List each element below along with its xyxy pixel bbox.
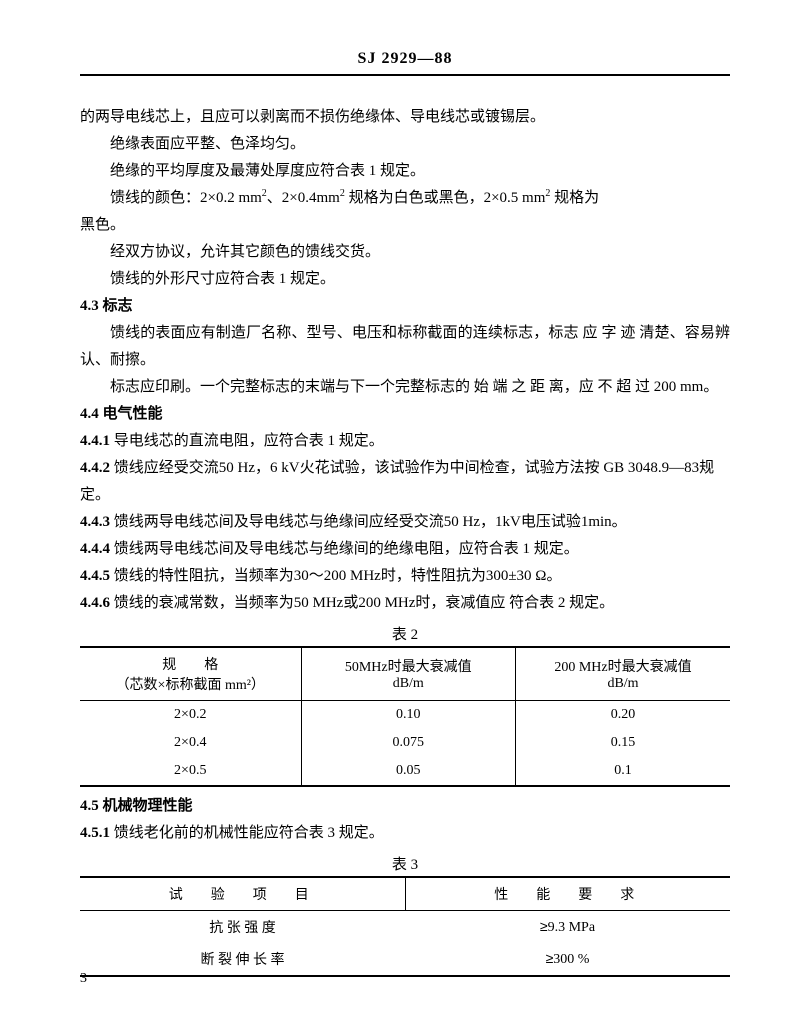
standard-code-header: SJ 2929—88 xyxy=(80,50,730,76)
paragraph: 馈线的表面应有制造厂名称、型号、电压和标称截面的连续标志，标志 应 字 迹 清楚… xyxy=(80,320,730,374)
table-row: 断 裂 伸 长 率 ≥300 % xyxy=(80,943,730,976)
clause-text: 馈线的特性阻抗，当频率为30～200 MHz时，特性阻抗为300±30 Ω。 xyxy=(110,568,561,584)
clause-text: 馈线两导电线芯间及导电线芯与绝缘间的绝缘电阻，应符合表 1 规定。 xyxy=(110,541,579,557)
table-row: 2×0.5 0.05 0.1 xyxy=(80,757,730,786)
clause-number: 4.4.3 xyxy=(80,514,110,530)
table-header-row: 规 格（芯数×标称截面 mm²） 50MHz时最大衰减值dB/m 200 MHz… xyxy=(80,647,730,701)
clause-text: 馈线老化前的机械性能应符合表 3 规定。 xyxy=(110,825,384,841)
clause-number: 4.4.6 xyxy=(80,595,110,611)
col-200mhz: 200 MHz时最大衰减值dB/m xyxy=(516,647,731,701)
clause-4-4-3: 4.4.3 馈线两导电线芯间及导电线芯与绝缘间应经受交流50 Hz，1kV电压试… xyxy=(80,509,730,536)
table-row: 2×0.4 0.075 0.15 xyxy=(80,729,730,757)
clause-4-5-1: 4.5.1 馈线老化前的机械性能应符合表 3 规定。 xyxy=(80,820,730,847)
paragraph: 标志应印刷。一个完整标志的末端与下一个完整标志的 始 端 之 距 离，应 不 超… xyxy=(80,374,730,401)
table-header-row: 试 验 项 目 性 能 要 求 xyxy=(80,877,730,911)
cell-200mhz: 0.20 xyxy=(516,701,731,730)
text-run: 、2×0.4mm xyxy=(267,190,340,206)
col-spec: 规 格（芯数×标称截面 mm²） xyxy=(80,647,301,701)
clause-4-4-4: 4.4.4 馈线两导电线芯间及导电线芯与绝缘间的绝缘电阻，应符合表 1 规定。 xyxy=(80,536,730,563)
clause-4-4-1: 4.4.1 导电线芯的直流电阻，应符合表 1 规定。 xyxy=(80,428,730,455)
col-req: 性 能 要 求 xyxy=(405,877,730,911)
section-heading-4-3: 4.3 标志 xyxy=(80,293,730,320)
paragraph: 黑色。 xyxy=(80,212,730,239)
cell-spec: 2×0.2 xyxy=(80,701,301,730)
table-2-caption: 表 2 xyxy=(80,623,730,644)
clause-number: 4.5.1 xyxy=(80,825,110,841)
table-2: 规 格（芯数×标称截面 mm²） 50MHz时最大衰减值dB/m 200 MHz… xyxy=(80,646,730,787)
cell-50mhz: 0.05 xyxy=(301,757,516,786)
paragraph: 绝缘的平均厚度及最薄处厚度应符合表 1 规定。 xyxy=(80,158,730,185)
clause-number: 4.4.5 xyxy=(80,568,110,584)
cell-item: 抗 张 强 度 xyxy=(80,911,405,944)
paragraph: 馈线的颜色：2×0.2 mm2、2×0.4mm2 规格为白色或黑色，2×0.5 … xyxy=(80,185,730,212)
cell-req: ≥9.3 MPa xyxy=(405,911,730,944)
cell-spec: 2×0.5 xyxy=(80,757,301,786)
clause-text: 馈线的衰减常数，当频率为50 MHz或200 MHz时，衰减值应 符合表 2 规… xyxy=(110,595,614,611)
cell-spec: 2×0.4 xyxy=(80,729,301,757)
paragraph: 经双方协议，允许其它颜色的馈线交货。 xyxy=(80,239,730,266)
text-run: 规格为 xyxy=(550,190,599,206)
page-number: 3 xyxy=(80,971,87,987)
table-3-caption: 表 3 xyxy=(80,853,730,874)
clause-text: 导电线芯的直流电阻，应符合表 1 规定。 xyxy=(110,433,384,449)
clause-number: 4.4.4 xyxy=(80,541,110,557)
cell-item: 断 裂 伸 长 率 xyxy=(80,943,405,976)
clause-4-4-2: 4.4.2 馈线应经受交流50 Hz，6 kV火花试验，该试验作为中间检查，试验… xyxy=(80,455,730,509)
paragraph: 的两导电线芯上，且应可以剥离而不损伤绝缘体、导电线芯或镀锡层。 xyxy=(80,104,730,131)
clause-number: 4.4.2 xyxy=(80,460,110,476)
text-run: 馈线的颜色：2×0.2 mm xyxy=(110,190,262,206)
cell-200mhz: 0.1 xyxy=(516,757,731,786)
document-page: SJ 2929—88 的两导电线芯上，且应可以剥离而不损伤绝缘体、导电线芯或镀锡… xyxy=(0,0,800,1017)
table-row: 2×0.2 0.10 0.20 xyxy=(80,701,730,730)
paragraph: 馈线的外形尺寸应符合表 1 规定。 xyxy=(80,266,730,293)
clause-text: 馈线应经受交流50 Hz，6 kV火花试验，该试验作为中间检查，试验方法按 GB… xyxy=(80,460,714,503)
col-50mhz: 50MHz时最大衰减值dB/m xyxy=(301,647,516,701)
clause-4-4-5: 4.4.5 馈线的特性阻抗，当频率为30～200 MHz时，特性阻抗为300±3… xyxy=(80,563,730,590)
table-row: 抗 张 强 度 ≥9.3 MPa xyxy=(80,911,730,944)
cell-50mhz: 0.10 xyxy=(301,701,516,730)
text-run: 规格为白色或黑色，2×0.5 mm xyxy=(345,190,546,206)
cell-50mhz: 0.075 xyxy=(301,729,516,757)
table-3: 试 验 项 目 性 能 要 求 抗 张 强 度 ≥9.3 MPa 断 裂 伸 长… xyxy=(80,876,730,977)
section-heading-4-5: 4.5 机械物理性能 xyxy=(80,793,730,820)
clause-text: 馈线两导电线芯间及导电线芯与绝缘间应经受交流50 Hz，1kV电压试验1min。 xyxy=(110,514,627,530)
section-heading-4-4: 4.4 电气性能 xyxy=(80,401,730,428)
cell-req: ≥300 % xyxy=(405,943,730,976)
clause-number: 4.4.1 xyxy=(80,433,110,449)
paragraph: 绝缘表面应平整、色泽均匀。 xyxy=(80,131,730,158)
cell-200mhz: 0.15 xyxy=(516,729,731,757)
ge-icon: ≥ xyxy=(540,918,548,934)
col-item: 试 验 项 目 xyxy=(80,877,405,911)
clause-4-4-6: 4.4.6 馈线的衰减常数，当频率为50 MHz或200 MHz时，衰减值应 符… xyxy=(80,590,730,617)
